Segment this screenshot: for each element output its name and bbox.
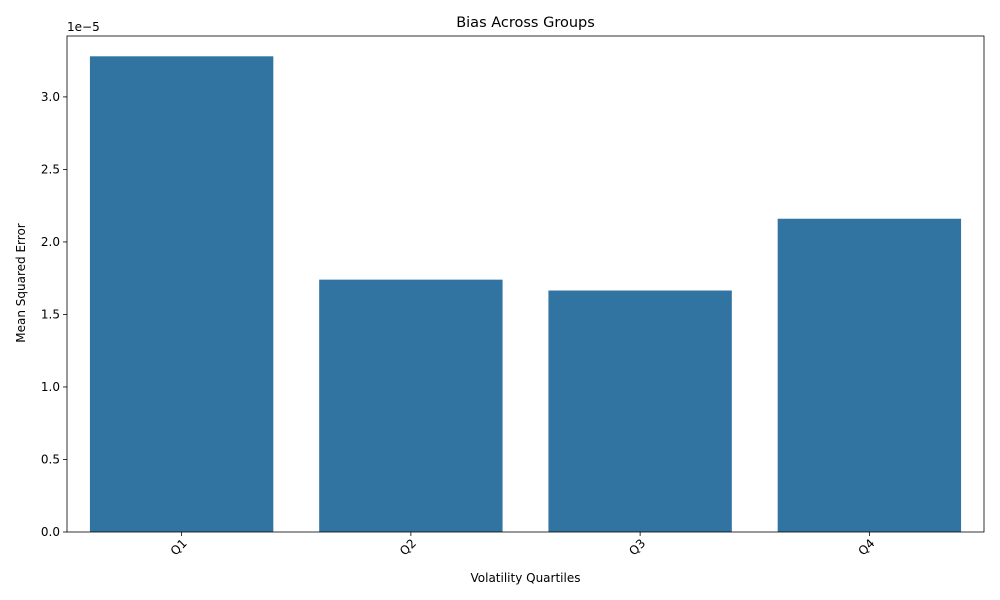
bars-group: [89, 56, 962, 533]
bar-q2: [319, 279, 503, 532]
x-tick-label: Q3: [626, 536, 648, 558]
x-axis-label: Volatility Quartiles: [471, 571, 581, 585]
y-tick-label: 1.5: [41, 307, 60, 321]
y-tick-label: 0.5: [41, 452, 60, 466]
y-tick-label: 1.0: [41, 380, 60, 394]
y-tick-label: 2.0: [41, 235, 60, 249]
y-tick-label: 0.0: [41, 525, 60, 539]
x-tick-label: Q2: [397, 536, 419, 558]
y-tick-label: 2.5: [41, 162, 60, 176]
x-tick-label: Q4: [856, 536, 878, 558]
chart-title: Bias Across Groups: [456, 15, 595, 31]
y-axis: 0.0 0.5 1.0 1.5 2.0 2.5 3.0: [41, 90, 67, 539]
x-tick-label: Q1: [168, 536, 190, 558]
bar-q1: [89, 56, 274, 533]
bar-q4: [777, 218, 962, 532]
y-scale-label: 1e−5: [67, 20, 100, 34]
y-tick-label: 3.0: [41, 90, 60, 104]
bar-q3: [548, 290, 732, 532]
y-axis-label: Mean Squared Error: [14, 223, 28, 343]
plot-frame: [66, 35, 985, 533]
x-axis: Q1 Q2 Q3 Q4: [168, 532, 878, 558]
